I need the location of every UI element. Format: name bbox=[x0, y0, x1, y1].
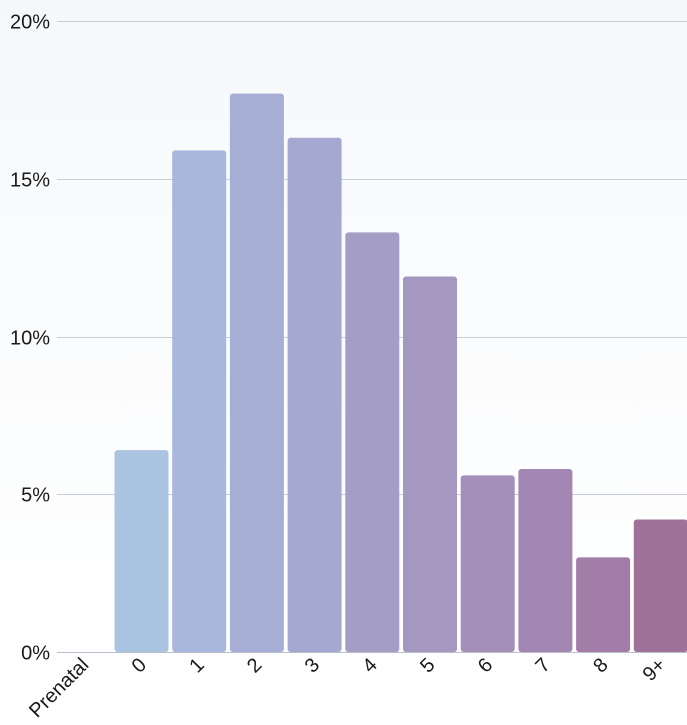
x-tick-label: 8 bbox=[589, 654, 612, 677]
bar-9+ bbox=[633, 519, 687, 652]
x-tick-label: 0 bbox=[128, 654, 151, 677]
y-tick-label: 20% bbox=[10, 12, 50, 34]
bar-7 bbox=[518, 469, 573, 652]
x-tick-label: 1 bbox=[185, 654, 208, 677]
bar-0 bbox=[114, 450, 169, 652]
bars-layer bbox=[114, 93, 687, 653]
x-tick-label: 5 bbox=[416, 654, 439, 677]
y-tick-label: 5% bbox=[21, 485, 50, 507]
bar-5 bbox=[403, 276, 457, 652]
y-tick-label: 10% bbox=[10, 328, 50, 350]
bar-8 bbox=[576, 557, 631, 652]
y-tick-label: 15% bbox=[10, 170, 50, 192]
bar-2 bbox=[229, 93, 284, 652]
bar-4 bbox=[345, 232, 400, 652]
x-tick-label: 3 bbox=[301, 654, 324, 677]
x-tick-label: 9+ bbox=[639, 654, 671, 686]
x-tick-label: 6 bbox=[474, 654, 497, 677]
x-tick-label: 7 bbox=[532, 654, 555, 677]
x-tick-label: 4 bbox=[358, 654, 381, 677]
bar-3 bbox=[287, 137, 342, 653]
bar-6 bbox=[460, 475, 515, 652]
x-tick-label: 2 bbox=[243, 654, 266, 677]
bar-1 bbox=[172, 150, 227, 653]
y-tick-label: 0% bbox=[21, 643, 50, 665]
